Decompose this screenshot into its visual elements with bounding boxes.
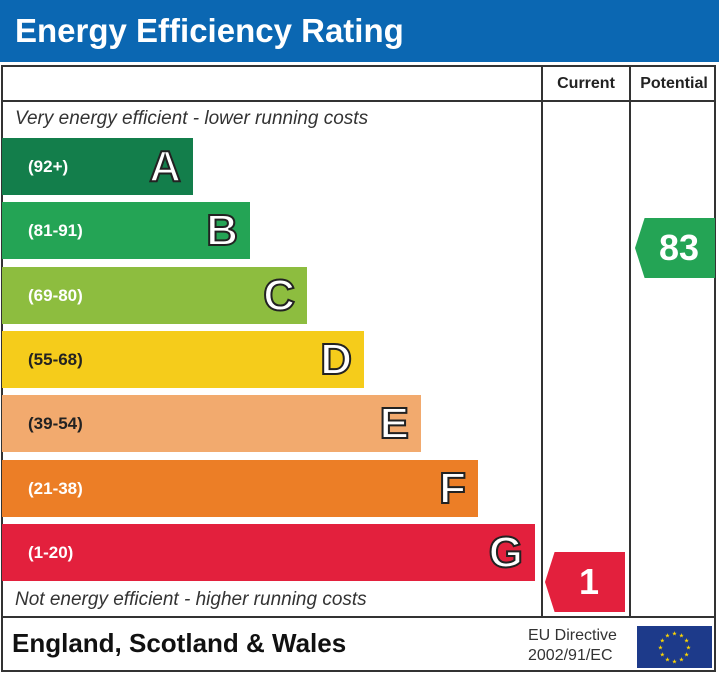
rating-bar-g: (1-20) G [2, 523, 535, 581]
rating-bar-c: (69-80) C [2, 266, 307, 324]
bottom-note: Not energy efficient - higher running co… [15, 589, 367, 610]
directive-line2: 2002/91/EC [528, 647, 613, 664]
rating-bar-d: (55-68) D [2, 330, 364, 388]
star-icon: ★ [665, 657, 670, 664]
bar-letter: A [148, 141, 182, 192]
bar-letter: B [205, 205, 239, 256]
star-icon: ★ [686, 645, 691, 652]
star-icon: ★ [679, 632, 684, 639]
rating-bar-e: (39-54) E [2, 395, 421, 453]
star-icon: ★ [679, 657, 684, 664]
rating-bar-a: (92+) A [2, 138, 193, 195]
column-divider [629, 65, 631, 617]
bar-range: (81-91) [28, 221, 83, 241]
potential-rating-arrow: 83 [635, 218, 715, 278]
star-icon: ★ [684, 652, 689, 659]
bar-letter: G [488, 527, 524, 578]
column-divider [541, 65, 543, 617]
current-column-header: Current [557, 75, 615, 92]
directive-line1: EU Directive [528, 627, 617, 644]
bar-letter: C [262, 270, 296, 321]
header-divider [1, 100, 716, 102]
rating-bar-b: (81-91) B [2, 202, 250, 260]
bar-range: (21-38) [28, 478, 83, 498]
bar-range: (39-54) [28, 414, 83, 434]
bar-range: (92+) [28, 157, 69, 176]
eu-flag-icon: ★★★★★★★★★ ★ ★★ [637, 626, 712, 668]
star-icon: ★ [660, 652, 665, 659]
star-icon: ★ [672, 659, 677, 666]
region-label: England, Scotland & Wales [12, 628, 347, 658]
bar-range: (1-20) [28, 542, 74, 562]
rating-bar-f: (21-38) F [2, 459, 478, 517]
star-icon: ★ [684, 638, 689, 645]
star-icon: ★ [658, 645, 663, 652]
page-title: Energy Efficiency Rating [0, 0, 719, 62]
bar-letter: F [438, 463, 467, 514]
bar-range: (69-80) [28, 285, 83, 305]
bar-letter: D [319, 334, 353, 385]
bar-letter: E [379, 398, 410, 449]
bar-range: (55-68) [28, 349, 83, 369]
current-rating-arrow: 1 [545, 552, 625, 612]
eu-directive: EU Directive 2002/91/EC [528, 626, 617, 666]
footer-divider [1, 616, 716, 618]
star-icon: ★ [660, 638, 665, 645]
star-icon: ★ [665, 632, 670, 639]
star-icon: ★ [672, 631, 677, 638]
top-note: Very energy efficient - lower running co… [15, 108, 369, 129]
potential-column-header: Potential [640, 75, 708, 92]
